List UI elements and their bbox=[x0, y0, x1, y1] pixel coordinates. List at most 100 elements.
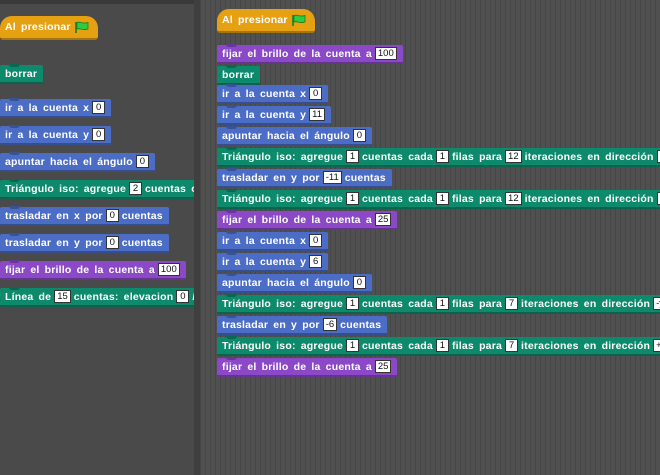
value-input[interactable]: 0 bbox=[92, 101, 106, 114]
value-input[interactable]: 6 bbox=[309, 255, 323, 268]
palette-clear-block[interactable]: borrar bbox=[0, 65, 44, 84]
block-label: borrar bbox=[222, 68, 255, 81]
palette-move-x-block[interactable]: trasladar en x por 0 cuentas bbox=[0, 207, 169, 226]
block-label: apuntar hacia el ángulo bbox=[222, 129, 350, 142]
value-input[interactable]: 0 bbox=[352, 276, 366, 289]
value-input[interactable]: 1 bbox=[346, 339, 359, 352]
palette-goto-y-block[interactable]: ir a la cuenta y 0 bbox=[0, 126, 112, 145]
script-area[interactable]: Al presionar fijar el brillo de la cuent… bbox=[200, 0, 660, 475]
value-input[interactable]: 15 bbox=[54, 290, 71, 303]
block-label: filas para bbox=[451, 192, 503, 205]
block-label: iteraciones en dirección bbox=[524, 150, 654, 163]
direction-dropdown[interactable]: +y bbox=[653, 339, 660, 352]
value-input[interactable]: 0 bbox=[92, 128, 106, 141]
value-input[interactable]: 0 bbox=[309, 87, 323, 100]
block-label: Triángulo iso: agregue bbox=[222, 297, 343, 310]
move-y-block[interactable]: trasladar en y por -11 cuentas bbox=[217, 169, 392, 188]
block-palette: Al presionar borrar ir a la cuenta x 0 i… bbox=[0, 0, 194, 475]
value-input[interactable]: 100 bbox=[374, 47, 397, 60]
value-input[interactable]: 2 bbox=[129, 182, 142, 195]
block-label: ir a la cuenta y bbox=[5, 128, 90, 141]
block-label: fijar el brillo de la cuenta a bbox=[5, 263, 155, 276]
block-label: ir a la cuenta y bbox=[222, 255, 307, 268]
block-label: borrar bbox=[5, 67, 38, 80]
move-y-block[interactable]: trasladar en y por -6 cuentas bbox=[217, 316, 388, 335]
value-input[interactable]: -11 bbox=[322, 171, 342, 184]
goto-x-block[interactable]: ir a la cuenta x 0 bbox=[217, 232, 329, 251]
block-label: Triángulo iso: agregue bbox=[222, 339, 343, 352]
block-label: trasladar en y por bbox=[222, 171, 320, 184]
palette-line-block[interactable]: Línea de 15 cuentas: elevacion 0 / a bbox=[0, 288, 194, 307]
value-input[interactable]: 1 bbox=[346, 192, 359, 205]
block-label: filas para bbox=[451, 339, 503, 352]
goto-y-block[interactable]: ir a la cuenta y 6 bbox=[217, 253, 329, 272]
triangle-block[interactable]: Triángulo iso: agregue 1 cuentas cada 1 … bbox=[217, 190, 660, 209]
value-input[interactable]: -6 bbox=[322, 318, 338, 331]
value-input[interactable]: 1 bbox=[435, 339, 449, 352]
block-label: ir a la cuenta x bbox=[222, 87, 307, 100]
point-angle-block[interactable]: apuntar hacia el ángulo 0 bbox=[217, 127, 372, 146]
block-label: cuentas cada bbox=[362, 192, 433, 205]
value-input[interactable]: 100 bbox=[157, 263, 180, 276]
value-input[interactable]: 0 bbox=[352, 129, 366, 142]
value-input[interactable]: 1 bbox=[435, 297, 449, 310]
value-input[interactable]: 0 bbox=[105, 209, 119, 222]
value-input[interactable]: 0 bbox=[105, 236, 119, 249]
block-label: fijar el brillo de la cuenta a bbox=[222, 47, 372, 60]
value-input[interactable]: 7 bbox=[505, 297, 519, 310]
green-flag-icon bbox=[291, 14, 306, 26]
block-label: ir a la cuenta y bbox=[222, 108, 307, 121]
block-label: Línea de bbox=[5, 290, 52, 303]
value-input[interactable]: 0 bbox=[135, 155, 149, 168]
block-label: fijar el brillo de la cuenta a bbox=[222, 360, 372, 373]
palette-divider[interactable] bbox=[194, 0, 200, 475]
hat-label: Al presionar bbox=[222, 14, 288, 26]
direction-dropdown[interactable]: +y bbox=[656, 192, 660, 205]
palette-point-angle-block[interactable]: apuntar hacia el ángulo 0 bbox=[0, 153, 155, 172]
value-input[interactable]: 0 bbox=[176, 290, 190, 303]
palette-move-y-block[interactable]: trasladar en y por 0 cuentas bbox=[0, 234, 169, 253]
triangle-block[interactable]: Triángulo iso: agregue 1 cuentas cada 1 … bbox=[217, 295, 660, 314]
value-input[interactable]: 25 bbox=[374, 213, 392, 226]
block-label: iteraciones en dirección bbox=[524, 192, 654, 205]
value-input[interactable]: 1 bbox=[346, 297, 359, 310]
value-input[interactable]: 12 bbox=[505, 192, 522, 205]
block-label: trasladar en y por bbox=[5, 236, 103, 249]
block-label: cuentas bbox=[121, 236, 163, 249]
palette-goto-x-block[interactable]: ir a la cuenta x 0 bbox=[0, 99, 112, 118]
set-brightness-block[interactable]: fijar el brillo de la cuenta a 25 bbox=[217, 211, 398, 230]
value-input[interactable]: 0 bbox=[309, 234, 323, 247]
block-label: cuentas bbox=[121, 209, 163, 222]
triangle-block[interactable]: Triángulo iso: agregue 1 cuentas cada 1 … bbox=[217, 337, 660, 356]
palette-brightness-block[interactable]: fijar el brillo de la cuenta a 100 bbox=[0, 261, 186, 280]
block-label: cuentas cada bbox=[362, 297, 433, 310]
block-label: cuentas cada bbox=[362, 339, 433, 352]
goto-y-block[interactable]: ir a la cuenta y 11 bbox=[217, 106, 332, 125]
value-input[interactable]: 25 bbox=[374, 360, 392, 373]
point-angle-block[interactable]: apuntar hacia el ángulo 0 bbox=[217, 274, 372, 293]
block-label: cuentas cad bbox=[145, 182, 194, 195]
goto-x-block[interactable]: ir a la cuenta x 0 bbox=[217, 85, 329, 104]
value-input[interactable]: 7 bbox=[505, 339, 519, 352]
value-input[interactable]: 1 bbox=[435, 150, 449, 163]
set-brightness-block[interactable]: fijar el brillo de la cuenta a 25 bbox=[217, 358, 398, 377]
value-input[interactable]: 1 bbox=[435, 192, 449, 205]
value-input[interactable]: 1 bbox=[346, 150, 359, 163]
block-label: Triángulo iso: agregue bbox=[222, 192, 343, 205]
block-label: filas para bbox=[451, 297, 503, 310]
hat-label: Al presionar bbox=[5, 21, 71, 33]
triangle-block[interactable]: Triángulo iso: agregue 1 cuentas cada 1 … bbox=[217, 148, 660, 167]
value-input[interactable]: 11 bbox=[309, 108, 326, 121]
block-label: ir a la cuenta x bbox=[222, 234, 307, 247]
palette-when-flag-clicked-block[interactable]: Al presionar bbox=[0, 16, 98, 40]
clear-block[interactable]: borrar bbox=[217, 66, 261, 85]
palette-triangle-block[interactable]: Triángulo iso: agregue 2 cuentas cad bbox=[0, 180, 194, 199]
block-label: fijar el brillo de la cuenta a bbox=[222, 213, 372, 226]
direction-dropdown[interactable]: -y bbox=[653, 297, 660, 310]
set-brightness-block[interactable]: fijar el brillo de la cuenta a 100 bbox=[217, 45, 403, 64]
block-label: filas para bbox=[451, 150, 503, 163]
when-flag-clicked-block[interactable]: Al presionar bbox=[217, 9, 315, 33]
block-label: cuentas: elevacion bbox=[73, 290, 174, 303]
direction-dropdown[interactable]: -y bbox=[656, 150, 660, 163]
value-input[interactable]: 12 bbox=[505, 150, 522, 163]
